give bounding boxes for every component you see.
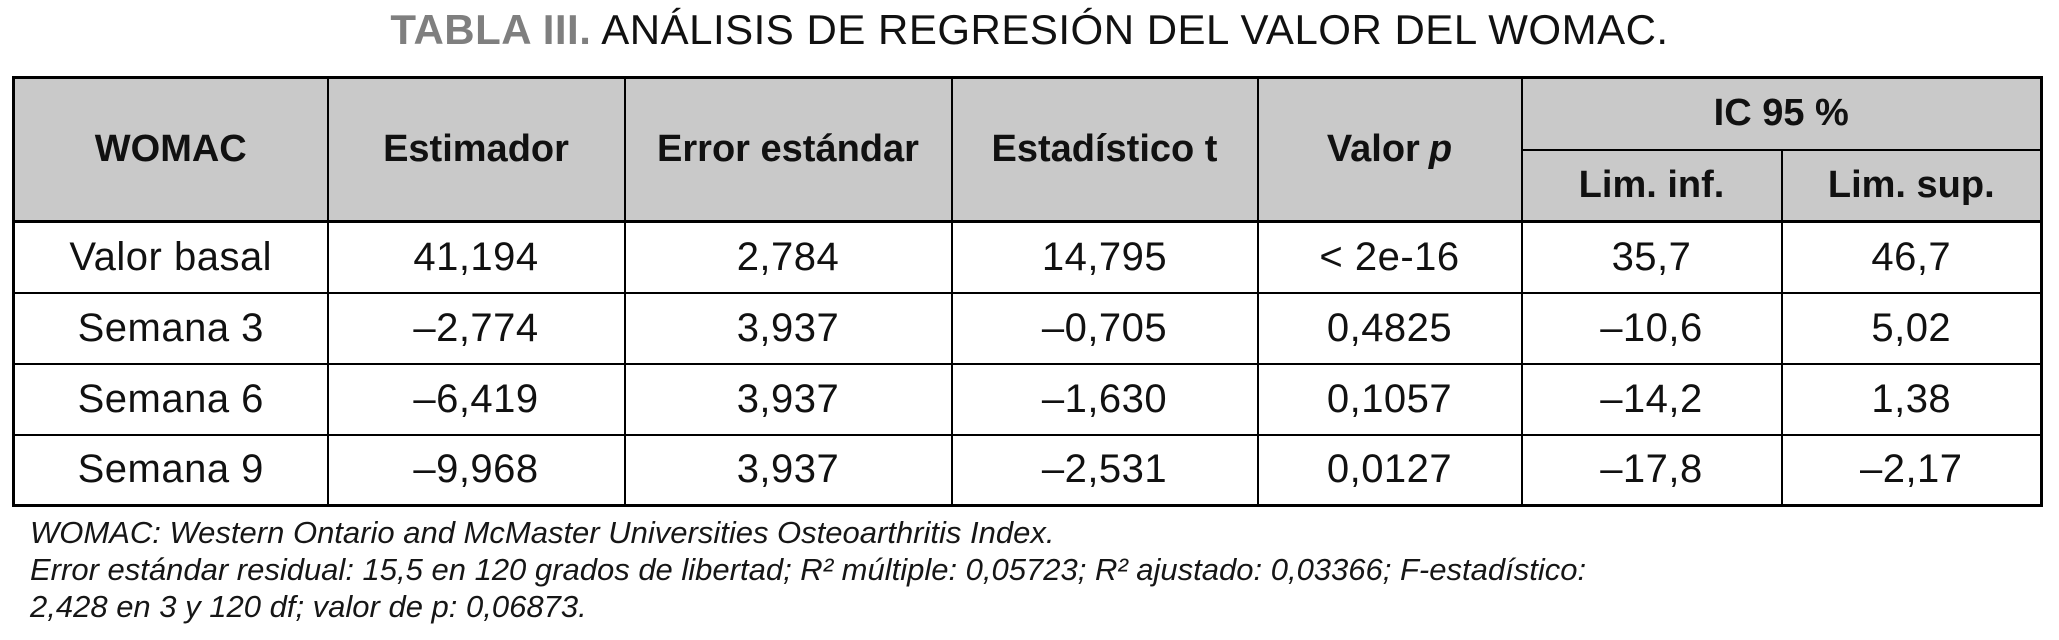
cell-lim-sup: –2,17: [1780, 433, 2043, 507]
footnote-line: 2,428 en 3 y 120 df; valor de p: 0,06873…: [30, 589, 587, 624]
table-row: Semana 9 –9,968 3,937 –2,531 0,0127 –17,…: [12, 433, 2043, 507]
table-row: Semana 6 –6,419 3,937 –1,630 0,1057 –14,…: [12, 362, 2043, 436]
cell-lim-inf: –17,8: [1520, 433, 1783, 507]
cell-valor-p: 0,0127: [1256, 433, 1523, 507]
cell-row-label: Valor basal: [12, 220, 329, 294]
cell-error-estandar: 2,784: [623, 220, 953, 294]
cell-lim-sup: 5,02: [1780, 291, 2043, 365]
cell-estadistico-t: 14,795: [950, 220, 1259, 294]
cell-lim-sup: 46,7: [1780, 220, 2043, 294]
table-row: Semana 3 –2,774 3,937 –0,705 0,4825 –10,…: [12, 291, 2043, 365]
header-error-estandar: Error estándar: [623, 76, 953, 223]
table-title-text: ANÁLISIS DE REGRESIÓN DEL VALOR DEL WOMA…: [591, 6, 1669, 53]
header-lim-inf: Lim. inf.: [1520, 148, 1783, 223]
header-valor-p-symbol: p: [1428, 128, 1453, 170]
cell-error-estandar: 3,937: [623, 433, 953, 507]
table-title-label: TABLA III.: [390, 6, 592, 53]
cell-valor-p: 0,1057: [1256, 362, 1523, 436]
cell-estimador: 41,194: [326, 220, 626, 294]
cell-lim-sup: 1,38: [1780, 362, 2043, 436]
cell-estimador: –6,419: [326, 362, 626, 436]
header-row-bottom: Lim. inf. Lim. sup.: [14, 148, 2043, 223]
table-body: Valor basal 41,194 2,784 14,795 < 2e-16 …: [12, 220, 2043, 507]
table-header: WOMAC Estimador Error estándar Estadísti…: [12, 76, 2043, 223]
cell-estadistico-t: –2,531: [950, 433, 1259, 507]
cell-error-estandar: 3,937: [623, 362, 953, 436]
cell-valor-p: 0,4825: [1256, 291, 1523, 365]
cell-valor-p: < 2e-16: [1256, 220, 1523, 294]
cell-estadistico-t: –1,630: [950, 362, 1259, 436]
cell-row-label: Semana 6: [12, 362, 329, 436]
cell-row-label: Semana 3: [12, 291, 329, 365]
table-row: Valor basal 41,194 2,784 14,795 < 2e-16 …: [12, 220, 2043, 294]
cell-row-label: Semana 9: [12, 433, 329, 507]
cell-error-estandar: 3,937: [623, 291, 953, 365]
header-row-top: WOMAC Estimador Error estándar Estadísti…: [12, 76, 2043, 223]
cell-estadistico-t: –0,705: [950, 291, 1259, 365]
cell-estimador: –9,968: [326, 433, 626, 507]
cell-lim-inf: –14,2: [1520, 362, 1783, 436]
header-ic-95: IC 95 %: [1520, 76, 2043, 151]
header-valor-p-prefix: Valor: [1326, 128, 1420, 170]
table-title: TABLA III. ANÁLISIS DE REGRESIÓN DEL VAL…: [0, 6, 2059, 54]
header-estimador: Estimador: [326, 76, 626, 223]
footnote-line: Error estándar residual: 15,5 en 120 gra…: [30, 552, 1587, 587]
header-valor-p: Valor p: [1256, 76, 1523, 223]
regression-table: WOMAC Estimador Error estándar Estadísti…: [12, 76, 2044, 507]
header-womac: WOMAC: [12, 76, 329, 223]
header-lim-sup: Lim. sup.: [1780, 148, 2043, 223]
footnote-line: WOMAC: Western Ontario and McMaster Univ…: [30, 515, 1055, 550]
cell-lim-inf: 35,7: [1520, 220, 1783, 294]
table-footnotes: WOMAC: Western Ontario and McMaster Univ…: [30, 514, 2040, 625]
header-estadistico-t: Estadístico t: [950, 76, 1259, 223]
cell-lim-inf: –10,6: [1520, 291, 1783, 365]
cell-estimador: –2,774: [326, 291, 626, 365]
